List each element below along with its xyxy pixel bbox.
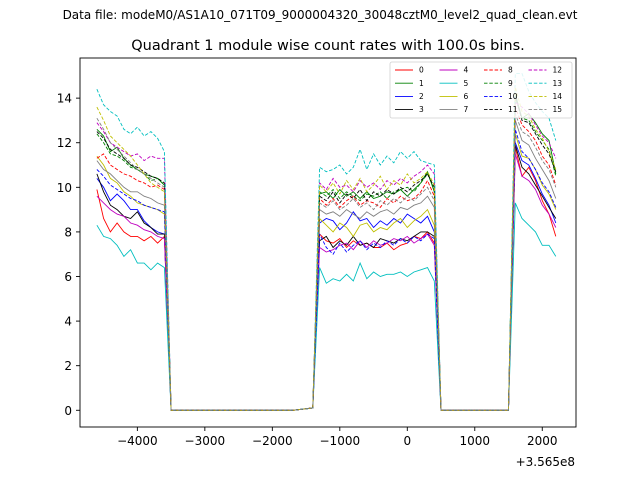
series-line-9 [96,97,557,411]
x-tick-label: −3000 [185,434,226,448]
x-axis: −4000 −3000 −2000 −1000 0 1000 2000 [117,427,558,448]
x-tick-label: −1000 [320,434,361,448]
legend-label: 6 [464,92,469,101]
legend-label: 14 [553,92,563,101]
chart-title: Quadrant 1 module wise count rates with … [131,38,525,54]
legend-label: 10 [508,92,518,101]
y-tick-label: 8 [64,225,72,239]
legend-label: 11 [508,105,518,114]
y-tick-label: 10 [57,181,72,195]
legend-box [389,61,573,119]
x-tick-label: 0 [403,434,411,448]
legend-label: 4 [464,66,469,75]
legend-label: 8 [508,66,513,75]
x-tick-label: 1000 [460,434,491,448]
x-tick-label: −4000 [117,434,158,448]
x-tick-label: 2000 [527,434,558,448]
y-tick-label: 0 [64,404,72,418]
legend-label: 12 [553,66,563,75]
y-tick-label: 2 [64,359,72,373]
legend-label: 15 [553,105,563,114]
data-file-label: Data file: modeM0/AS1A10_071T09_90000043… [62,8,578,22]
y-tick-label: 4 [64,315,72,329]
series-line-14 [96,86,557,411]
legend-label: 9 [508,79,513,88]
legend-label: 1 [419,79,424,88]
y-tick-label: 14 [57,92,72,106]
legend-label: 3 [419,105,424,114]
legend-label: 7 [464,105,469,114]
y-tick-label: 12 [57,136,72,150]
plot-lines [96,73,557,411]
x-tick-label: −2000 [252,434,293,448]
x-offset-label: +3.565e8 [516,455,575,469]
legend-label: 0 [419,66,424,75]
y-axis: 0 2 4 6 8 10 12 14 [57,92,80,418]
legend-label: 5 [464,79,469,88]
plot-frame [79,57,577,428]
y-tick-label: 6 [64,270,72,284]
legend-label: 2 [419,92,424,101]
series-line-15 [96,113,557,411]
legend-label: 13 [553,79,563,88]
